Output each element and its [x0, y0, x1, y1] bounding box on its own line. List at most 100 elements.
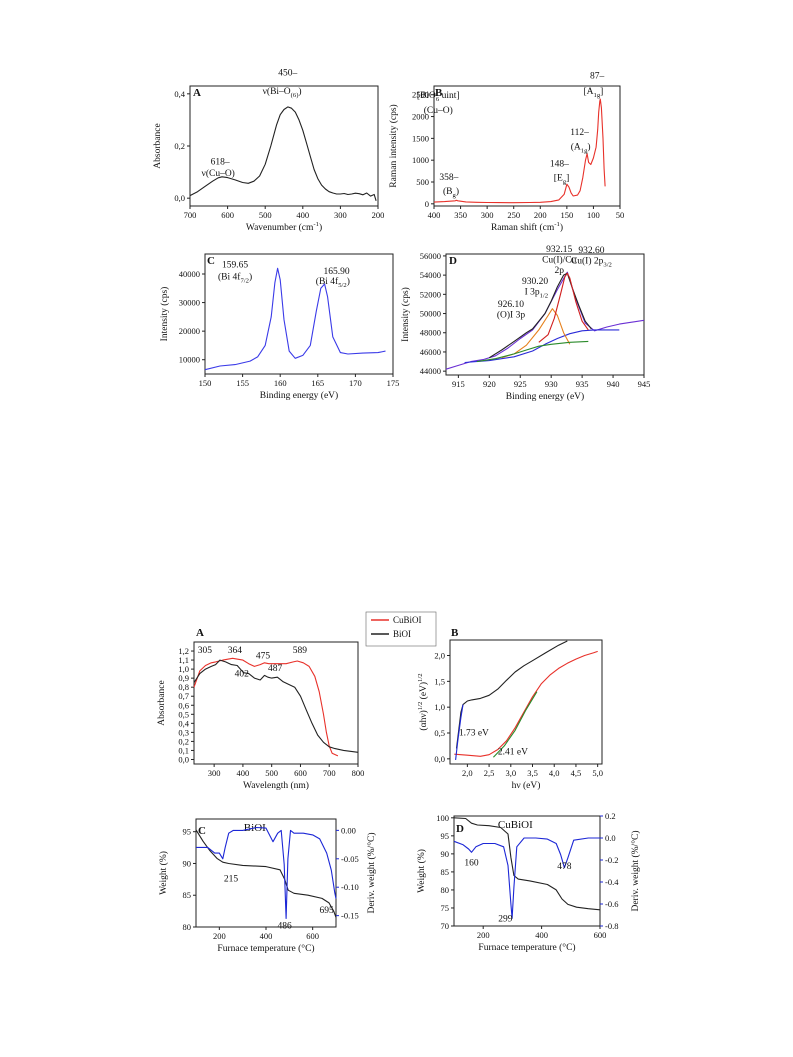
y-right-tick-label: 0.2	[605, 811, 616, 821]
series-line-2	[455, 704, 464, 760]
panel-label: C	[198, 825, 206, 837]
data-annotation: 1.73 eV	[459, 729, 489, 739]
y-tick-label: 0,8	[178, 682, 189, 692]
y-tick-label: 75	[441, 903, 450, 913]
y-right-tick-label: 0.00	[341, 825, 356, 835]
data-annotation: [A1g]	[584, 87, 604, 99]
data-annotation: ν(Bi–O(6))	[263, 86, 302, 99]
y-tick-label: 1,0	[178, 664, 189, 674]
series-line-0	[195, 829, 337, 918]
y-tick-label: 85	[441, 867, 450, 877]
series-line-4	[538, 272, 589, 343]
y-tick-label: 90	[183, 858, 192, 868]
panel-label: C	[207, 255, 215, 267]
y-tick-label: 56000	[420, 251, 441, 261]
x-tick-label: 160	[274, 378, 287, 388]
chart-panel-a1: 700 600 500 400 300 200 0,0 0,2 0,4 Wavenumber (c…	[153, 69, 384, 233]
chart-panel-c1: 150 155 160 165 170 175 10000 20000 30000 40000 Bi…	[159, 253, 399, 401]
x-tick-label: 350	[454, 210, 467, 220]
y-tick-label: 1,5	[434, 676, 445, 686]
x-tick-label: 500	[265, 768, 278, 778]
data-annotation: 87–	[590, 72, 605, 82]
y-right-tick-label: -0.10	[341, 882, 359, 892]
chart-panel-a2: 300 400 500 600 700 8000,00,10,20,30,40,50,60…	[157, 611, 437, 791]
x-tick-label: 200	[213, 931, 226, 941]
x-axis-label: Wavenumber (cm-1)	[246, 221, 322, 233]
series-line-2	[464, 329, 620, 364]
y-tick-label: 20000	[179, 326, 200, 336]
x-tick-label: 2,5	[484, 768, 495, 778]
panel-label: D	[449, 255, 457, 267]
plot-frame	[193, 641, 359, 765]
y-right-tick-label: -0.4	[605, 877, 619, 887]
data-annotation: 926.10	[498, 300, 524, 310]
x-tick-label: 400	[535, 930, 548, 940]
y-right-tick-label: -0.8	[605, 921, 618, 931]
y-axis-label: Absorbance	[153, 123, 163, 168]
y-tick-label: 85	[183, 890, 192, 900]
x-tick-label: 250	[507, 210, 520, 220]
x-tick-label: 200	[477, 930, 490, 940]
x-tick-label: 915	[452, 379, 465, 389]
x-tick-label: 600	[221, 210, 234, 220]
y-tick-label: 40000	[179, 269, 200, 279]
x-tick-label: 300	[334, 210, 347, 220]
y-tick-label: 48000	[420, 328, 441, 338]
y-tick-label: 2000	[412, 112, 429, 122]
y-axis-label: Weight (%)	[416, 849, 427, 893]
series-line-3	[501, 308, 571, 359]
y-axis-label: Weight (%)	[158, 851, 169, 895]
data-annotation: (Bg)	[443, 186, 459, 199]
data-annotation: 589	[293, 646, 308, 656]
x-tick-label: 700	[323, 768, 336, 778]
y-tick-label: 50000	[420, 309, 441, 319]
x-tick-label: 600	[594, 930, 607, 940]
y-tick-label: 1000	[412, 155, 429, 165]
y-tick-label: 0,0	[174, 193, 185, 203]
x-axis-label: hν (eV)	[512, 780, 541, 791]
data-annotation: 932.60	[578, 246, 604, 256]
plot-frame	[453, 815, 601, 927]
x-tick-label: 4,5	[571, 768, 582, 778]
series-line-1	[453, 837, 600, 919]
y-tick-label: 10000	[179, 355, 200, 365]
y-tick-label: 500	[416, 177, 429, 187]
plot-frame	[195, 818, 337, 928]
x-axis-label: Wavelength (nm)	[243, 780, 309, 791]
plot-frame	[445, 253, 645, 376]
data-annotation: (O)I 3p	[497, 309, 525, 320]
y-tick-label: 0,0	[178, 754, 189, 764]
x-tick-label: 930	[545, 379, 558, 389]
series-line-1	[489, 272, 592, 359]
data-annotation: 160	[464, 858, 479, 868]
chart-legend: CuBiOI BiOI	[365, 611, 437, 647]
y-tick-label: 0,7	[178, 691, 189, 701]
data-annotation: 148–	[550, 160, 569, 170]
y-tick-label: 0	[425, 199, 429, 209]
x-tick-label: 400	[428, 210, 441, 220]
y-tick-label: 44000	[420, 366, 441, 376]
x-axis-label: Binding energy (eV)	[506, 391, 584, 402]
y-tick-label: 100	[436, 813, 449, 823]
x-tick-label: 400	[260, 931, 273, 941]
data-annotation: (A1g)	[571, 141, 591, 154]
y-tick-label: 0,5	[178, 709, 189, 719]
chart-panel-d1: 915 920 925 930 935 940 945 44000 46000 48000 5000…	[400, 245, 650, 402]
x-tick-label: 200	[534, 210, 547, 220]
x-tick-label: 165	[311, 378, 324, 388]
data-annotation: Cu(I)/Cu	[542, 255, 577, 266]
series-line-1	[196, 826, 337, 920]
y-tick-label: 1,0	[434, 702, 445, 712]
x-tick-label: 600	[294, 768, 307, 778]
chart-panel-c2: 200 400 600 80 85 90 95 0.00 -0.05 -0.10 -0.15 Furn…	[158, 818, 377, 954]
y-tick-label: 0,4	[178, 718, 189, 728]
y-tick-label: 90	[441, 849, 450, 859]
y-tick-label: 54000	[420, 270, 441, 280]
data-annotation: ν(Cu–O)	[202, 168, 235, 179]
legend-label: CuBiOI	[393, 615, 422, 625]
x-tick-label: 500	[259, 210, 272, 220]
data-annotation: (Cu–O)	[424, 105, 453, 116]
legend-box	[365, 611, 437, 647]
panel-label: A	[193, 87, 201, 99]
